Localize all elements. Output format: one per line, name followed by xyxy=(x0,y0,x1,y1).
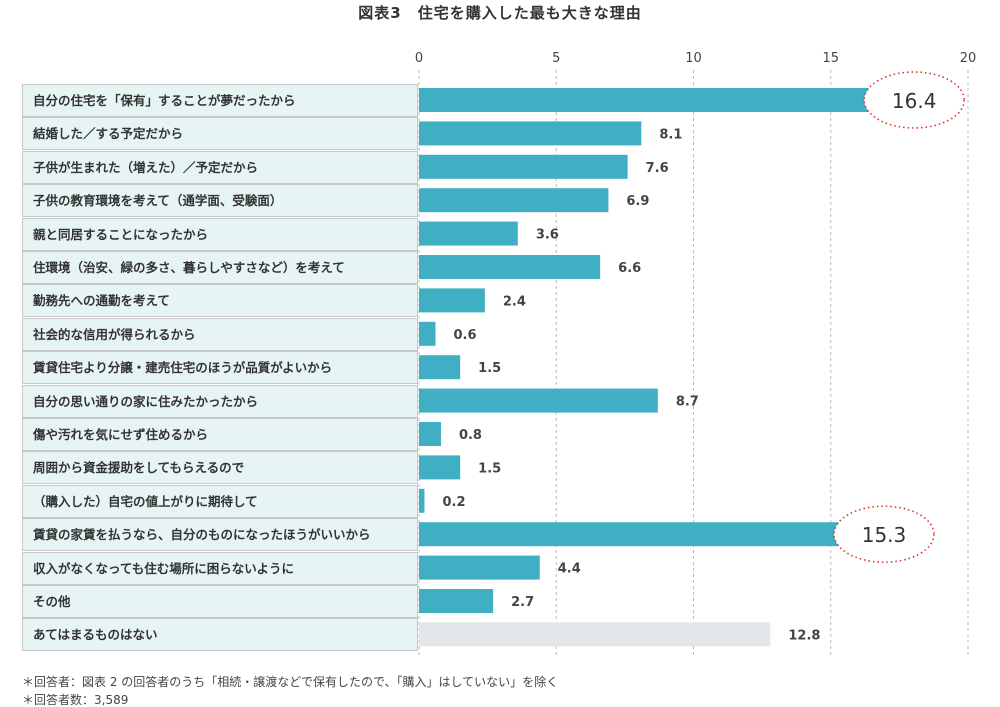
value-label: 2.7 xyxy=(511,595,534,610)
value-label: 6.6 xyxy=(618,261,641,276)
category-label: 自分の住宅を「保有」することが夢だったから xyxy=(22,84,418,117)
category-label: 勤務先への通勤を考えて xyxy=(22,284,418,318)
bar xyxy=(419,555,540,580)
value-label: 4.4 xyxy=(558,562,581,577)
bar xyxy=(419,589,494,613)
category-label: 周囲から資金援助をしてもらえるので xyxy=(22,451,418,485)
value-label: 1.5 xyxy=(478,361,501,376)
bar xyxy=(419,455,461,480)
x-tick-label: 10 xyxy=(685,51,702,66)
category-label: 傷や汚れを気にせず住めるから xyxy=(22,418,418,451)
bar xyxy=(419,154,628,179)
bar xyxy=(419,488,425,513)
x-tick-label: 0 xyxy=(415,51,423,66)
category-label: その他 xyxy=(22,585,418,618)
chart-title: 図表3 住宅を購入した最も大きな理由 xyxy=(358,4,642,22)
category-label: （購入した）自宅の値上がりに期待して xyxy=(22,484,418,518)
x-tick-label: 20 xyxy=(960,51,977,66)
category-label: 自分の思い通りの家に住みたかったから xyxy=(22,384,418,418)
category-label: 社会的な信用が得られるから xyxy=(22,317,418,351)
value-label: 1.5 xyxy=(478,461,501,476)
note-count: ＊回答者数：3,589 xyxy=(22,693,129,707)
category-label: 賃貸住宅より分譲・建売住宅のほうが品質がよいから xyxy=(22,351,418,385)
bar xyxy=(419,121,642,146)
x-tick-label: 15 xyxy=(822,51,839,66)
value-label: 2.4 xyxy=(503,294,526,309)
category-label: 賃貸の家賃を払うなら、自分のものになったほうがいいから xyxy=(22,518,418,552)
category-label: 住環境（治安、緑の多さ、暮らしやすさなど）を考えて xyxy=(22,251,418,284)
value-label: 6.9 xyxy=(626,194,649,209)
bar xyxy=(419,622,771,647)
note-respondents: ＊回答者：図表 2 の回答者のうち「相続・譲渡などで保有したので、「購入」はして… xyxy=(22,675,559,689)
category-label: 子供が生まれた（増えた）／予定だから xyxy=(22,150,418,184)
highlight-circle xyxy=(863,71,965,129)
bar xyxy=(419,88,870,112)
category-label: 親と同居することになったから xyxy=(22,217,418,251)
bar xyxy=(419,321,436,346)
value-label: 8.7 xyxy=(676,395,699,410)
bar xyxy=(419,221,518,246)
value-label: 0.2 xyxy=(442,495,465,510)
bar xyxy=(419,422,441,446)
category-label: 結婚した／する予定だから xyxy=(22,117,418,151)
bar xyxy=(419,255,601,279)
value-label: 8.1 xyxy=(659,127,682,142)
category-label: 収入がなくなっても住む場所に困らないように xyxy=(22,551,418,585)
category-label: あてはまるものはない xyxy=(22,618,418,652)
value-label: 7.6 xyxy=(646,161,669,176)
value-label: 0.6 xyxy=(453,328,476,343)
value-label: 3.6 xyxy=(536,228,559,243)
value-label: 0.8 xyxy=(459,428,482,443)
x-tick-label: 5 xyxy=(552,51,560,66)
bar xyxy=(419,188,609,213)
bar xyxy=(419,522,839,547)
category-label: 子供の教育環境を考えて（通学面、受験面） xyxy=(22,184,418,218)
bar xyxy=(419,355,461,380)
bar xyxy=(419,288,485,313)
highlight-circle xyxy=(833,505,935,564)
value-label: 16.4 xyxy=(892,89,937,113)
value-label: 15.3 xyxy=(862,523,907,547)
bar xyxy=(419,388,658,413)
value-label: 12.8 xyxy=(788,628,820,643)
